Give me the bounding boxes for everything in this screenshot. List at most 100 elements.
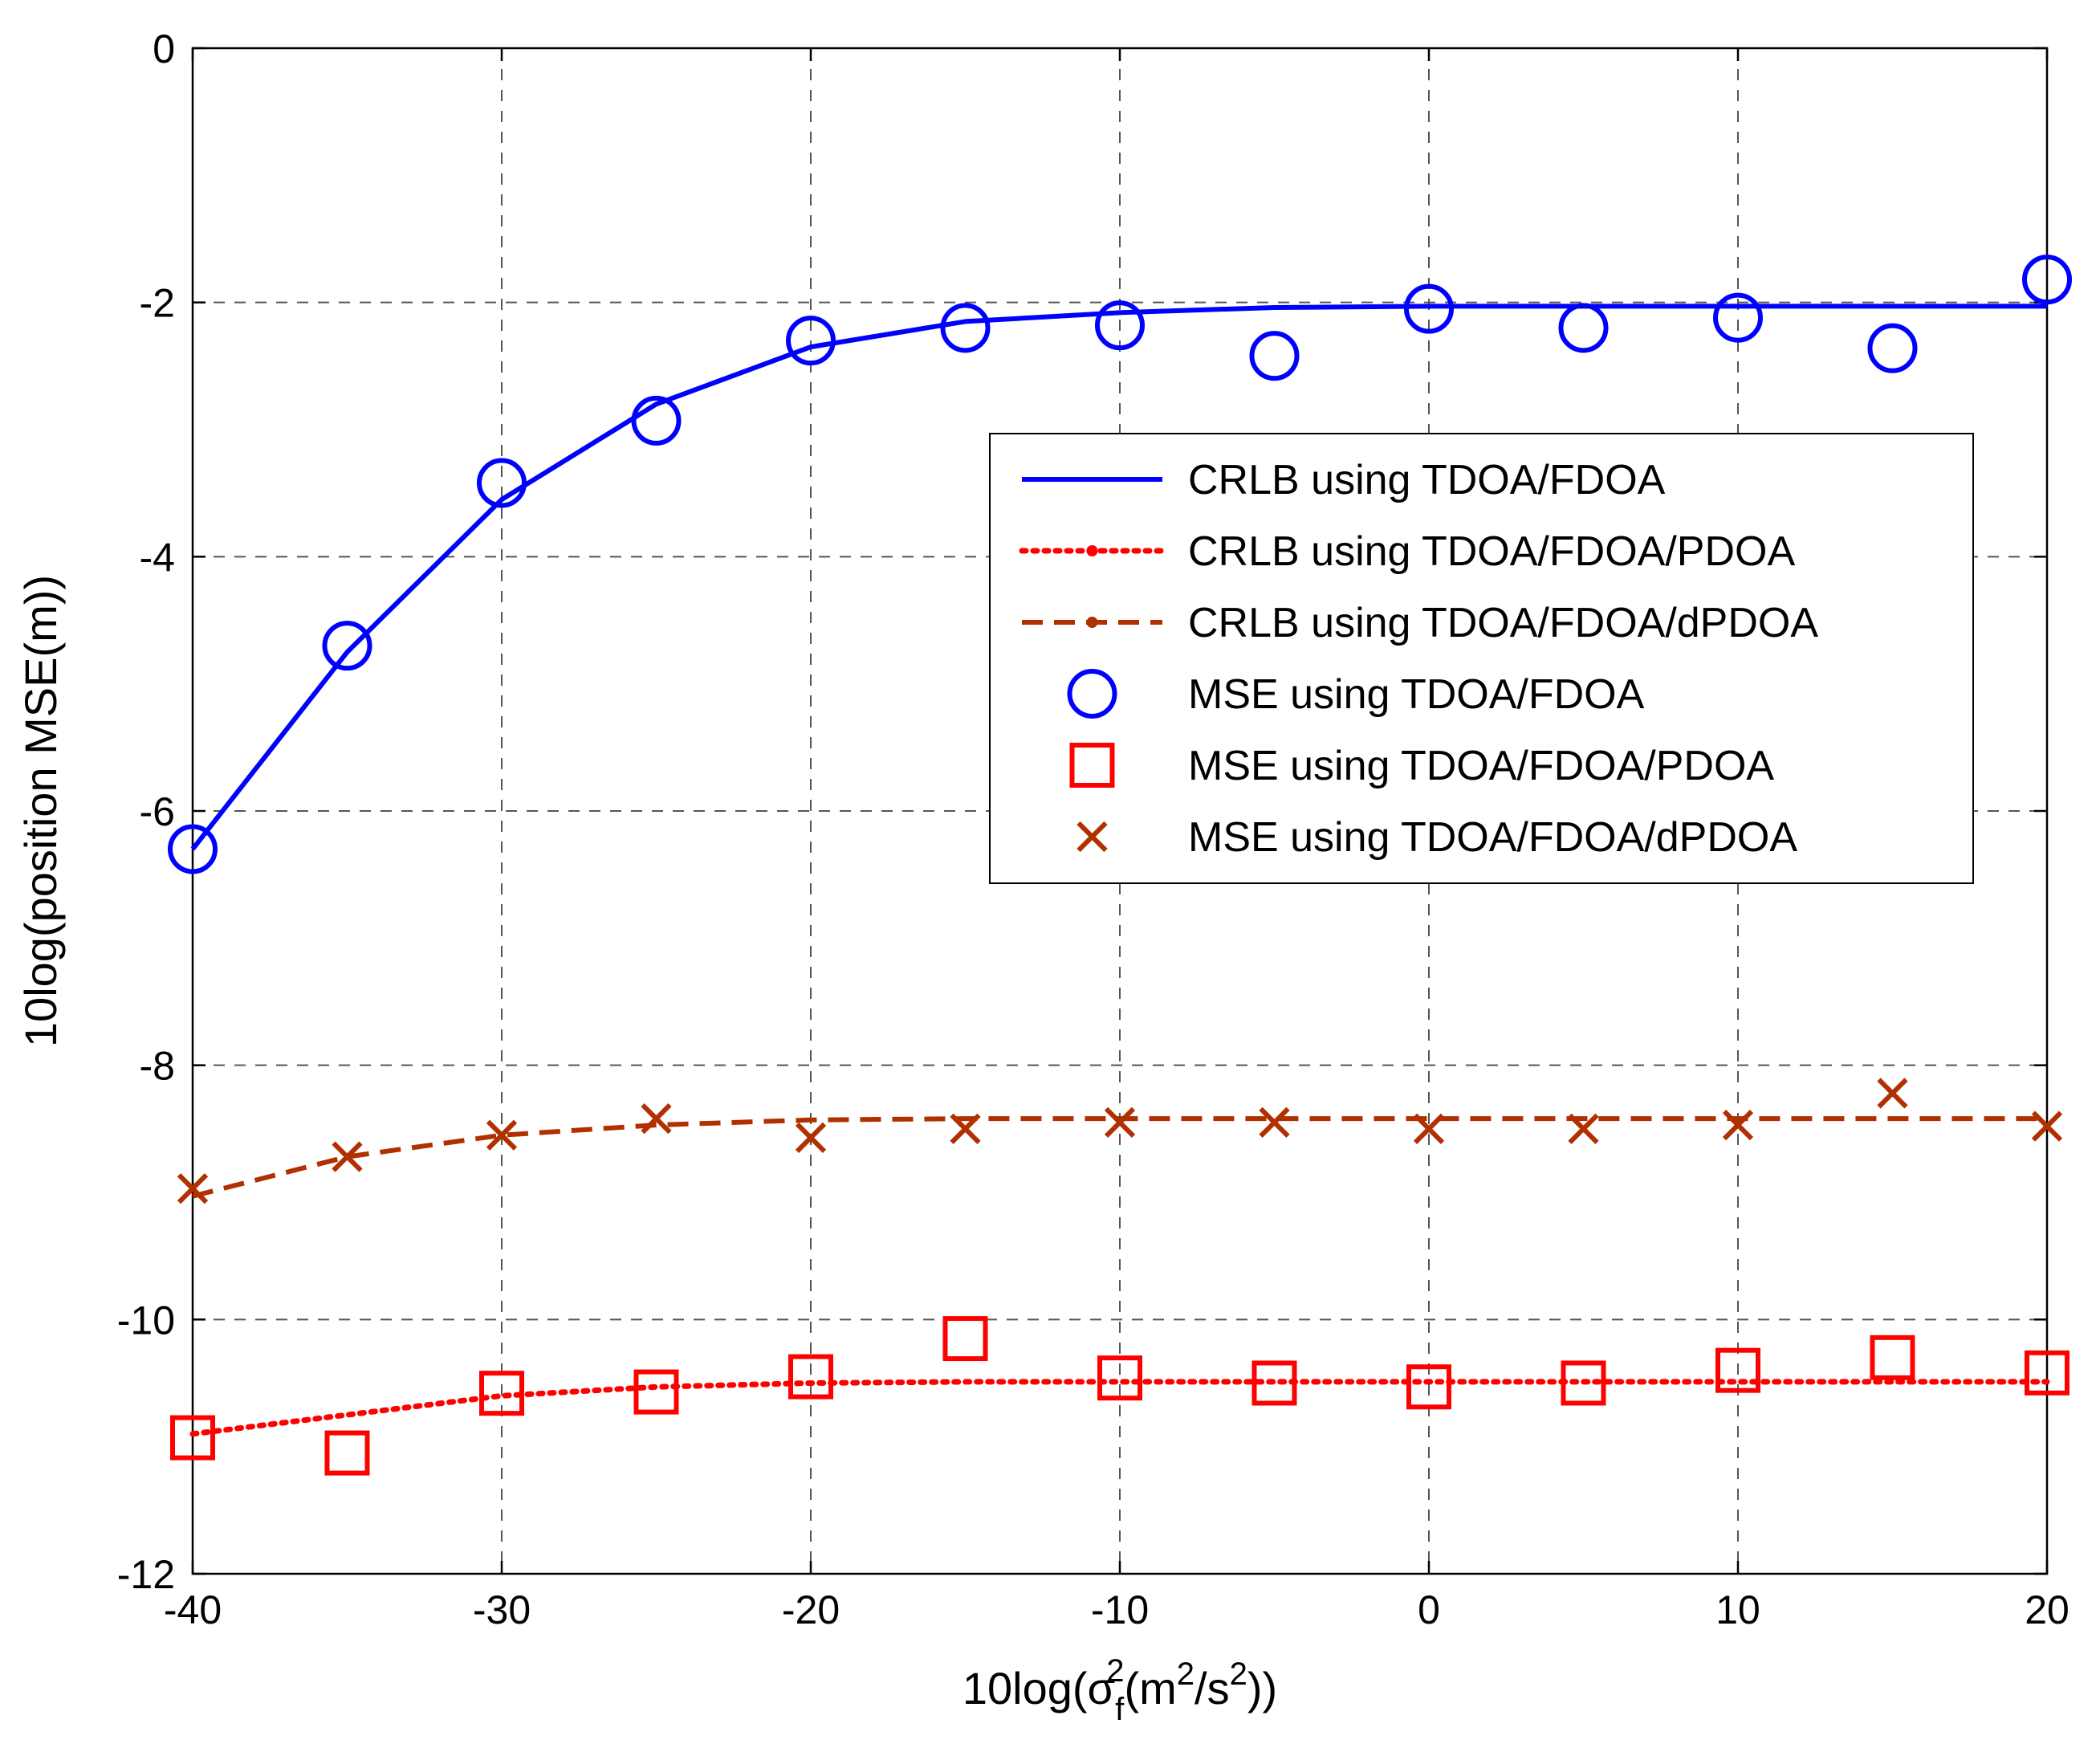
data-point	[1558, 303, 1609, 353]
y-tick-label: -6	[140, 789, 175, 834]
data-point	[795, 1122, 827, 1154]
data-point	[786, 316, 836, 366]
y-tick-label: -2	[140, 281, 175, 326]
data-point	[641, 1103, 672, 1135]
data-point	[1404, 283, 1454, 334]
x-tick-label: 10	[1715, 1587, 1760, 1632]
series-1	[190, 304, 2047, 851]
data-point	[2025, 1350, 2069, 1396]
data-point	[1561, 1360, 1606, 1406]
series-5	[170, 1316, 2069, 1476]
data-point	[486, 1119, 518, 1151]
legend-dot-marker	[1086, 617, 1098, 628]
data-point-stroke-b	[641, 1103, 672, 1135]
x-tick-label: 0	[1418, 1587, 1440, 1632]
data-point	[322, 621, 372, 671]
y-tick-label: -10	[117, 1298, 175, 1343]
data-point	[2022, 255, 2072, 305]
data-point	[170, 1415, 215, 1461]
data-point	[1104, 1106, 1136, 1139]
x-axis-label-sigma: σ	[1088, 1663, 1116, 1713]
x-axis-label-unit-mid: /s	[1194, 1663, 1230, 1713]
data-point	[1406, 1364, 1451, 1410]
x-axis-label-superscript: 2	[1106, 1653, 1124, 1689]
legend-label: CRLB using TDOA/FDOA	[1188, 457, 1666, 503]
data-point-stroke-b	[486, 1119, 518, 1151]
data-point-stroke-b	[332, 1141, 363, 1172]
x-axis-label-suffix: ))	[1247, 1663, 1277, 1713]
legend-marker-sample	[1067, 669, 1117, 719]
series-6	[177, 1078, 2063, 1204]
data-point	[1722, 1109, 1754, 1141]
data-point-stroke-b	[177, 1173, 209, 1204]
data-point	[1870, 1334, 1915, 1380]
series-layer	[168, 255, 2072, 1476]
data-point	[324, 1430, 370, 1476]
data-point	[332, 1141, 363, 1172]
legend-label: CRLB using TDOA/FDOA/dPDOA	[1188, 600, 1818, 646]
data-point	[177, 1173, 209, 1204]
y-tick-label: 0	[153, 26, 175, 71]
data-point	[2031, 1110, 2063, 1142]
data-point-stroke-b	[1568, 1113, 1599, 1144]
series-line	[192, 1116, 2047, 1199]
data-point	[477, 458, 527, 508]
x-axis-label-subscript: f	[1115, 1692, 1125, 1727]
legend-marker-sample-stroke-b	[1076, 821, 1108, 853]
x-axis-label-prefix: 10log(	[962, 1663, 1088, 1713]
x-tick-label: -20	[782, 1587, 840, 1632]
legend-item: MSE using TDOA/FDOA/dPDOA	[1076, 814, 1797, 861]
data-point	[1877, 1078, 1908, 1109]
y-tick-label: -12	[117, 1552, 175, 1597]
data-point-stroke-b	[950, 1113, 981, 1144]
data-point	[1413, 1113, 1445, 1144]
x-axis-label-unit-superscript: 2	[1177, 1656, 1194, 1692]
legend-label: CRLB using TDOA/FDOA/PDOA	[1188, 528, 1795, 575]
data-point-stroke-b	[2031, 1110, 2063, 1142]
data-point	[631, 395, 682, 446]
data-point	[1097, 1355, 1142, 1401]
data-point-stroke-b	[1413, 1113, 1445, 1144]
data-point	[1568, 1113, 1599, 1144]
x-tick-label: -30	[473, 1587, 531, 1632]
data-point	[950, 1113, 981, 1144]
data-point-stroke-b	[795, 1122, 827, 1154]
x-axis-label: 10log(σf2(m2/s2))	[962, 1653, 1277, 1727]
data-point-stroke-b	[1259, 1106, 1290, 1139]
legend-box	[989, 433, 1974, 884]
series-line	[190, 304, 2047, 851]
legend-item: CRLB using TDOA/FDOA/dPDOA	[1022, 600, 1818, 646]
legend-item: CRLB using TDOA/FDOA	[1022, 457, 1666, 503]
x-axis-label-unit-open: (m	[1124, 1663, 1176, 1713]
data-point	[788, 1354, 833, 1400]
legend-item: CRLB using TDOA/FDOA/PDOA	[1019, 528, 1795, 575]
data-point	[940, 303, 991, 353]
data-point	[1249, 331, 1300, 381]
legend: CRLB using TDOA/FDOA CRLB using TDOA/FDOA…	[989, 433, 1974, 884]
x-tick-label: 20	[2025, 1587, 2069, 1632]
data-point	[1713, 292, 1763, 343]
data-point	[1867, 323, 1918, 373]
data-point	[1095, 300, 1145, 351]
legend-label: MSE using TDOA/FDOA	[1188, 671, 1645, 718]
legend-label: MSE using TDOA/FDOA/PDOA	[1188, 743, 1774, 789]
legend-label: MSE using TDOA/FDOA/dPDOA	[1188, 814, 1797, 861]
data-point	[479, 1371, 524, 1416]
data-point	[168, 824, 218, 874]
data-point-stroke-b	[1104, 1106, 1136, 1139]
x-tick-label: -10	[1091, 1587, 1149, 1632]
data-point	[633, 1369, 679, 1415]
legend-item: MSE using TDOA/FDOA/PDOA	[1069, 743, 1774, 789]
data-point	[1251, 1360, 1297, 1406]
data-point	[1259, 1106, 1290, 1139]
legend-dot-marker	[1086, 545, 1098, 556]
data-point	[1715, 1347, 1760, 1393]
data-point-stroke-b	[1877, 1078, 1908, 1109]
legend-marker-sample	[1076, 821, 1108, 853]
x-axis-label-unit-superscript-2: 2	[1230, 1656, 1247, 1692]
axis-ticks: -40 -30 -20 -10 0 10 20 0 -2 -4 -6 -8 -10 -12	[117, 26, 2069, 1632]
y-axis-label: 10log(position MSE(m))	[15, 575, 66, 1047]
y-tick-label: -4	[140, 535, 175, 580]
y-tick-label: -8	[140, 1044, 175, 1089]
